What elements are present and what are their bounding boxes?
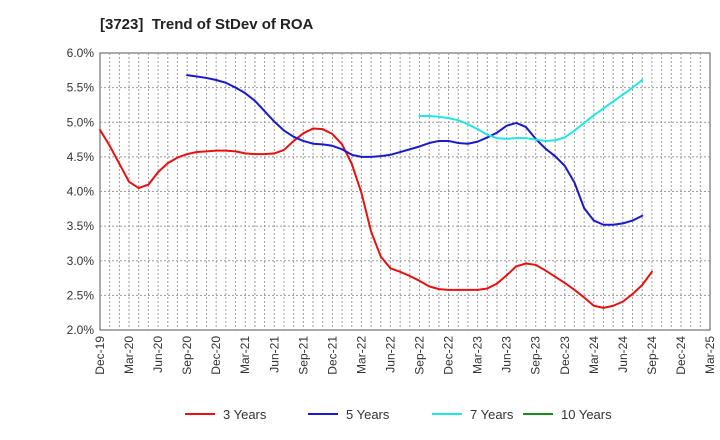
x-tick-label: Dec-21	[325, 336, 339, 375]
legend: 3 Years 5 Years 7 Years 10 Years	[185, 407, 612, 422]
x-tick-label: Dec-22	[442, 336, 456, 375]
x-tick-label: Jun-23	[500, 336, 514, 373]
y-tick-label: 3.0%	[67, 254, 95, 268]
x-tick-label: Mar-22	[354, 336, 368, 374]
x-tick-label: Jun-24	[616, 336, 630, 373]
x-tick-label: Mar-20	[122, 336, 136, 374]
x-tick-label: Dec-23	[558, 336, 572, 375]
y-tick-label: 2.0%	[67, 323, 95, 337]
x-tick-label: Mar-25	[703, 336, 717, 374]
x-tick-label: Jun-21	[267, 336, 281, 373]
x-tick-label: Mar-24	[587, 336, 601, 374]
x-tick-label: Dec-19	[93, 336, 107, 375]
y-axis-ticks: 2.0% 2.5% 3.0% 3.5% 4.0% 4.5% 5.0% 5.5% 6.0%	[67, 46, 95, 337]
legend-label-5-years: 5 Years	[346, 407, 390, 422]
x-tick-label: Sep-20	[180, 336, 194, 375]
x-tick-label: Sep-24	[645, 336, 659, 375]
series-line-7-years	[418, 79, 644, 142]
y-tick-label: 6.0%	[67, 46, 95, 60]
y-tick-label: 2.5%	[67, 288, 95, 302]
series-lines	[99, 74, 653, 309]
x-tick-label: Jun-22	[383, 336, 397, 373]
x-axis-ticks: Dec-19 Mar-20 Jun-20 Sep-20 Dec-20 Mar-21 Jun-…	[93, 336, 717, 375]
x-tick-label: Dec-24	[674, 336, 688, 375]
legend-label-3-years: 3 Years	[223, 407, 267, 422]
x-tick-label: Mar-21	[238, 336, 252, 374]
x-tick-label: Sep-21	[296, 336, 310, 375]
grid-lines	[100, 53, 710, 330]
chart-title: [3723] Trend of StDev of ROA	[100, 16, 314, 33]
x-tick-label: Jun-20	[151, 336, 165, 373]
y-tick-label: 3.5%	[67, 219, 95, 233]
x-tick-label: Sep-23	[529, 336, 543, 375]
y-tick-label: 5.5%	[67, 81, 95, 95]
series-line-5-years	[186, 74, 644, 226]
x-tick-label: Sep-22	[413, 336, 427, 375]
legend-label-7-years: 7 Years	[470, 407, 514, 422]
y-tick-label: 5.0%	[67, 115, 95, 129]
legend-label-10-years: 10 Years	[561, 407, 612, 422]
x-tick-label: Dec-20	[209, 336, 223, 375]
y-tick-label: 4.5%	[67, 150, 95, 164]
series-line-3-years	[99, 127, 653, 309]
x-tick-label: Mar-23	[471, 336, 485, 374]
y-tick-label: 4.0%	[67, 185, 95, 199]
